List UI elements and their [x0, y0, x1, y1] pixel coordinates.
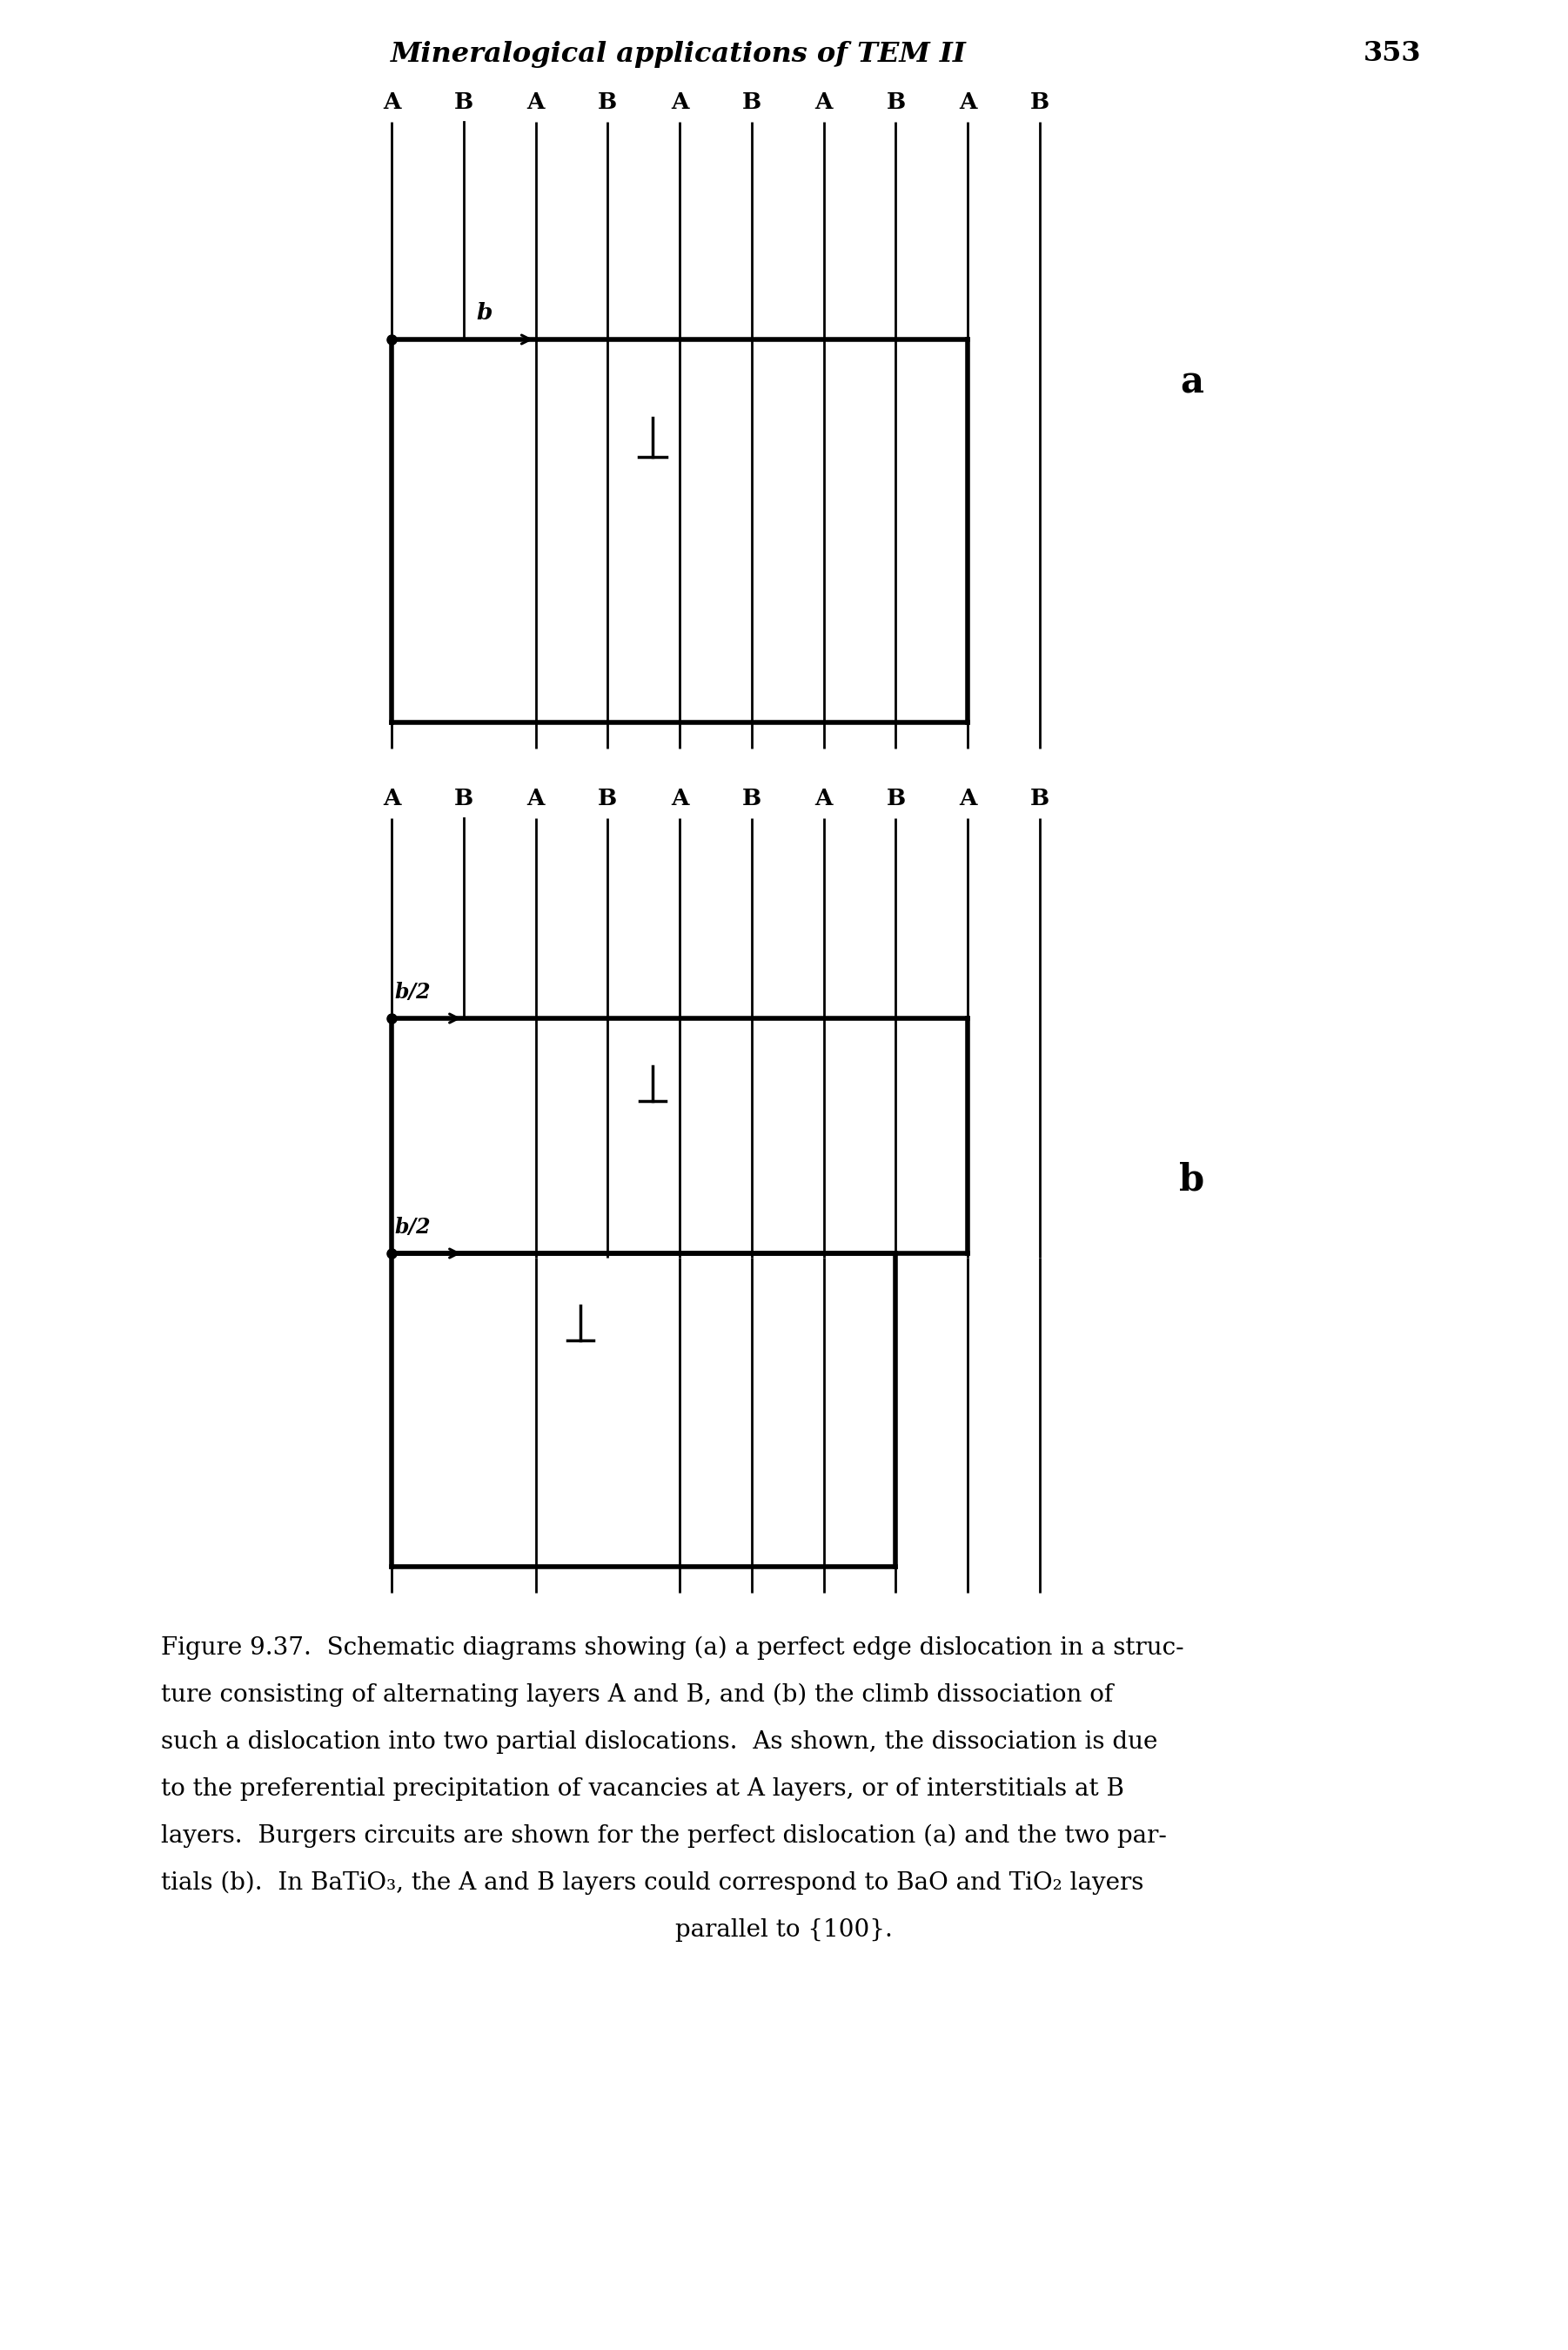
- Text: such a dislocation into two partial dislocations.  As shown, the dissociation is: such a dislocation into two partial disl…: [162, 1730, 1157, 1753]
- Text: B: B: [597, 787, 618, 808]
- Text: A: A: [671, 92, 688, 113]
- Text: A: A: [815, 787, 833, 808]
- Text: b/2: b/2: [394, 1217, 430, 1238]
- Text: A: A: [960, 787, 977, 808]
- Text: A: A: [527, 92, 544, 113]
- Text: B: B: [1030, 787, 1049, 808]
- Text: Figure 9.37.  Schematic diagrams showing (a) a perfect edge dislocation in a str: Figure 9.37. Schematic diagrams showing …: [162, 1636, 1184, 1659]
- Text: 353: 353: [1363, 40, 1421, 68]
- Text: B: B: [742, 92, 762, 113]
- Text: A: A: [383, 787, 400, 808]
- Text: b: b: [1179, 1161, 1204, 1198]
- Text: B: B: [1030, 92, 1049, 113]
- Text: b/2: b/2: [394, 982, 430, 1003]
- Text: B: B: [886, 92, 905, 113]
- Text: A: A: [671, 787, 688, 808]
- Text: A: A: [527, 787, 544, 808]
- Text: B: B: [886, 787, 905, 808]
- Text: A: A: [815, 92, 833, 113]
- Text: B: B: [742, 787, 762, 808]
- Text: tials (b).  In BaTiO₃, the A and B layers could correspond to BaO and TiO₂ layer: tials (b). In BaTiO₃, the A and B layers…: [162, 1871, 1143, 1894]
- Text: to the preferential precipitation of vacancies at A layers, or of interstitials : to the preferential precipitation of vac…: [162, 1777, 1124, 1800]
- Text: A: A: [960, 92, 977, 113]
- Text: Mineralogical applications of TEM II: Mineralogical applications of TEM II: [390, 40, 967, 68]
- Text: a: a: [1181, 364, 1204, 402]
- Text: B: B: [453, 92, 474, 113]
- Text: B: B: [597, 92, 618, 113]
- Text: ture consisting of alternating layers A and B, and (b) the climb dissociation of: ture consisting of alternating layers A …: [162, 1683, 1113, 1706]
- Text: layers.  Burgers circuits are shown for the perfect dislocation (a) and the two : layers. Burgers circuits are shown for t…: [162, 1824, 1167, 1847]
- Text: parallel to {100}.: parallel to {100}.: [676, 1918, 892, 1941]
- Text: b: b: [477, 303, 492, 324]
- Text: A: A: [383, 92, 400, 113]
- Text: B: B: [453, 787, 474, 808]
